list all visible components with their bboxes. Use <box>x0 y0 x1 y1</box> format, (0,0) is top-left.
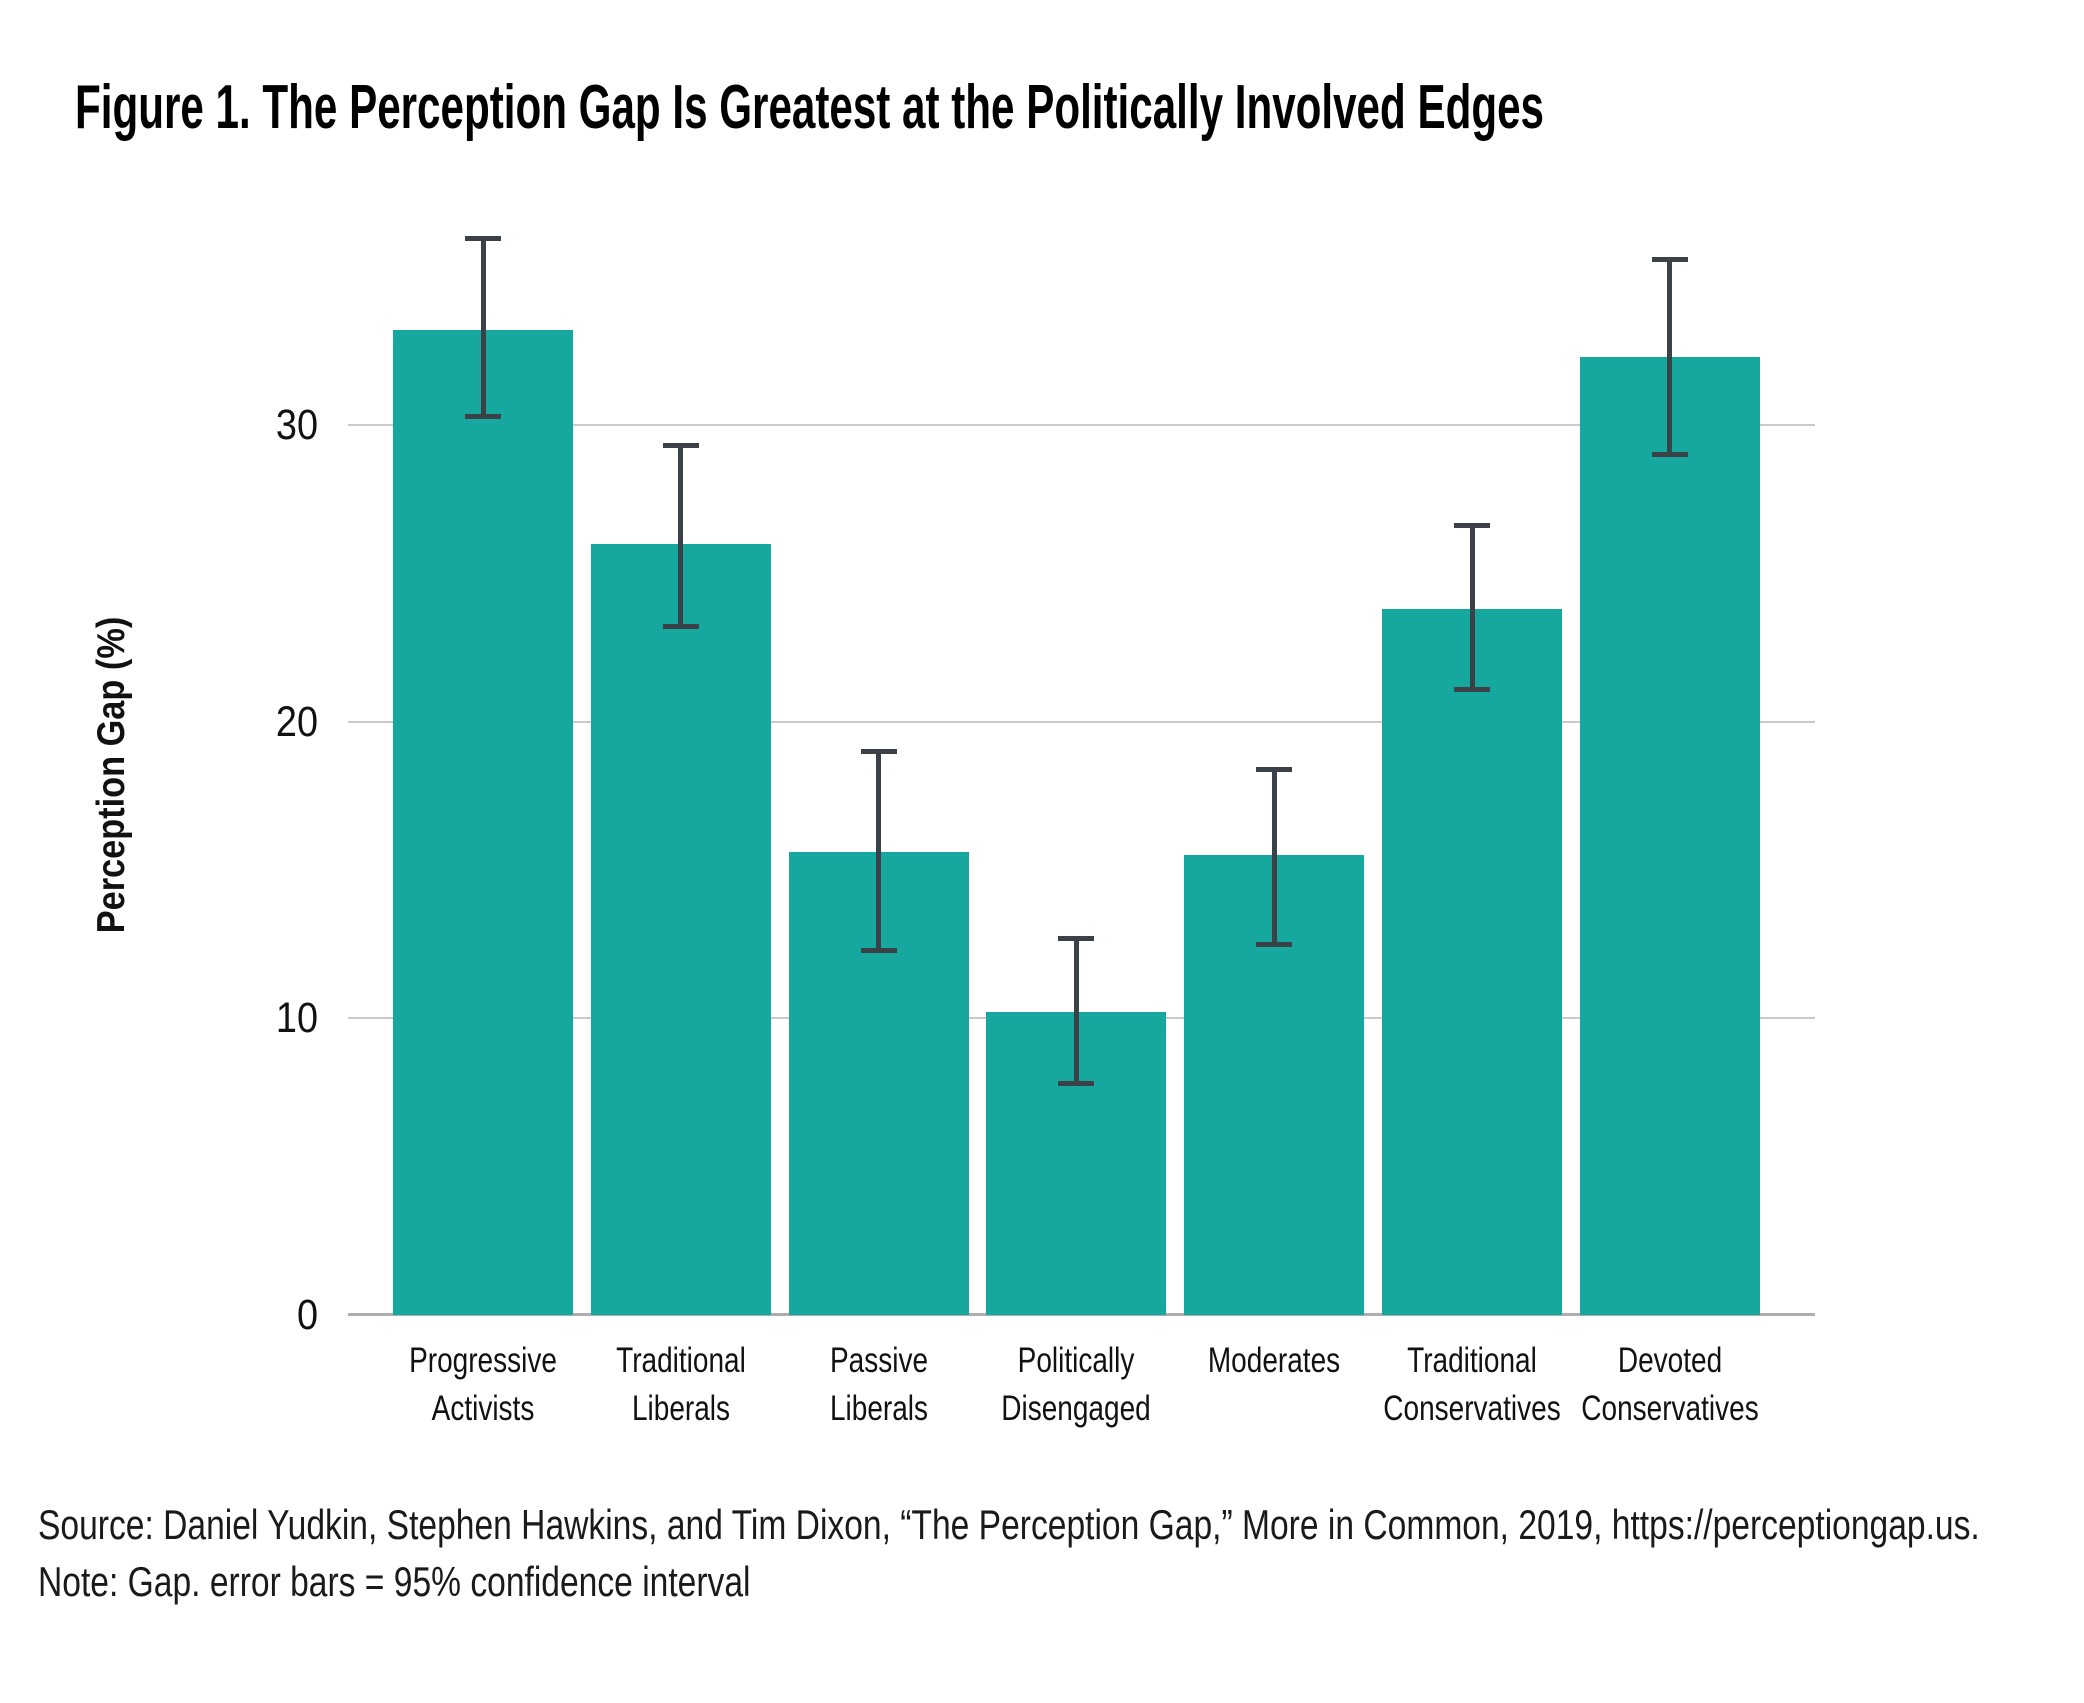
note-text: Note: Gap. error bars = 95% confidence i… <box>38 1558 751 1605</box>
bar-column-1 <box>393 170 573 1315</box>
x-tick-label: Moderates <box>1208 1341 1341 1380</box>
error-bar-cap-top <box>1256 766 1293 772</box>
bar-column-5 <box>1184 170 1365 1315</box>
x-tick-label: Devoted Conservatives <box>1581 1341 1759 1428</box>
bar <box>590 543 771 1315</box>
error-bar-line <box>1469 525 1475 690</box>
source-text: Source: Daniel Yudkin, Stephen Hawkins, … <box>38 1501 1980 1548</box>
error-bar-cap-bottom <box>465 413 501 419</box>
error-bar-cap-top <box>860 748 897 754</box>
bar <box>393 330 573 1315</box>
error-bar-line <box>876 751 882 951</box>
error-bar-line <box>1073 938 1079 1084</box>
plot-area: 0 10 20 30 Progressive Activists Traditional L… <box>276 170 1815 1428</box>
bar <box>1382 609 1563 1315</box>
error-bar-cap-bottom <box>1454 686 1491 692</box>
figure-title: Figure 1. The Perception Gap Is Greatest… <box>75 73 1545 142</box>
x-tick-label: Traditional Conservatives <box>1383 1341 1561 1428</box>
error-bar-cap-top <box>1651 256 1688 262</box>
x-tick-label: Progressive Activists <box>409 1341 557 1428</box>
x-tick-label: Passive Liberals <box>829 1341 928 1428</box>
error-bar-cap-top <box>662 443 699 449</box>
error-bar-cap-bottom <box>1256 941 1293 947</box>
error-bar-line <box>1271 769 1277 945</box>
y-tick-label-20: 20 <box>275 697 318 746</box>
error-bar-cap-top <box>1058 935 1095 941</box>
caption: Source: Daniel Yudkin, Stephen Hawkins, … <box>38 1496 2084 1610</box>
y-tick-label-30: 30 <box>275 401 318 450</box>
error-bar-line <box>1667 259 1673 455</box>
bar-column-3 <box>788 170 969 1315</box>
x-tick-label: Traditional Liberals <box>615 1341 746 1428</box>
y-axis-title: Perception Gap (%) <box>90 616 133 934</box>
error-bar-line <box>678 445 684 627</box>
bar-column-2 <box>590 170 771 1315</box>
error-bar-cap-bottom <box>1058 1081 1095 1087</box>
gridline-20 <box>348 720 1815 723</box>
bar-column-4 <box>986 170 1167 1315</box>
bars-container <box>393 170 1760 1315</box>
y-tick-label-10: 10 <box>275 994 318 1043</box>
x-axis-labels: Progressive Activists Traditional Liberals P… <box>393 1337 1760 1433</box>
error-bar-cap-top <box>1454 523 1491 529</box>
error-bar-cap-bottom <box>860 947 897 953</box>
error-bar-cap-top <box>465 235 501 241</box>
error-bar-line <box>480 238 486 417</box>
x-tick-label: Politically Disengaged <box>1001 1341 1152 1428</box>
error-bar-cap-bottom <box>1651 452 1688 458</box>
error-bar-cap-bottom <box>662 624 699 630</box>
bar-column-7 <box>1579 170 1760 1315</box>
bar <box>1579 356 1760 1315</box>
gridline-30 <box>348 424 1815 427</box>
bar-column-6 <box>1382 170 1563 1315</box>
y-tick-label-0: 0 <box>296 1291 318 1339</box>
